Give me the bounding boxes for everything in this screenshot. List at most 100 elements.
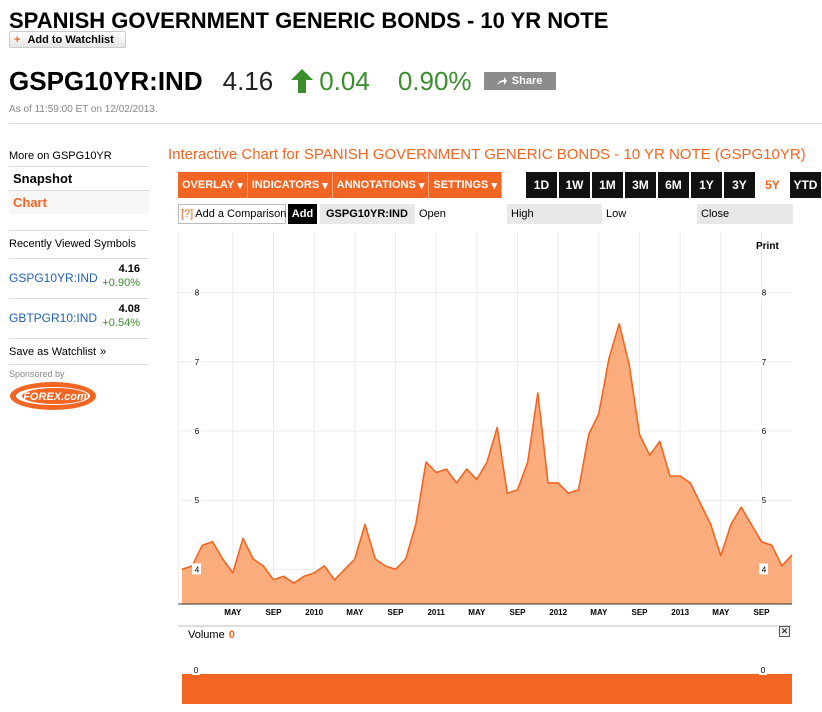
caret-down-icon: ▾ bbox=[488, 179, 497, 192]
settings-menu[interactable]: SETTINGS ▾ bbox=[429, 172, 502, 198]
comparison-placeholder: Add a Comparison bbox=[195, 208, 287, 220]
volume-label-text: Volume bbox=[188, 629, 225, 641]
volume-label: Volume 0 bbox=[188, 629, 235, 641]
save-as-watchlist-label: Save as Watchlist bbox=[9, 345, 97, 358]
range-5y-button[interactable]: 5Y bbox=[756, 172, 788, 198]
chart-toolbar: OVERLAY ▾ INDICATORS ▾ ANNOTATIONS ▾ SET… bbox=[178, 172, 821, 198]
indicators-menu[interactable]: INDICATORS ▾ bbox=[247, 172, 333, 198]
low-label: Low bbox=[606, 208, 627, 220]
y-tick-label-bg-left bbox=[192, 425, 201, 436]
watchlist-button-label: Add to Watchlist bbox=[27, 33, 114, 46]
y-tick-label-bg-left bbox=[192, 563, 201, 575]
range-ytd-button[interactable]: YTD bbox=[789, 172, 821, 198]
chart-symbol-label: GSPG10YR:IND bbox=[320, 204, 415, 224]
comparison-input[interactable]: [?] Add a Comparison bbox=[178, 204, 286, 224]
x-tick-label: SEP bbox=[265, 608, 282, 617]
y-tick-label-left: 6 bbox=[195, 427, 200, 436]
range-1d-button[interactable]: 1D bbox=[525, 172, 557, 198]
x-tick-label: 2012 bbox=[549, 608, 567, 617]
annotations-menu[interactable]: ANNOTATIONS ▾ bbox=[332, 172, 430, 198]
y-tick-label-bg-left bbox=[192, 494, 201, 506]
x-tick-label: MAY bbox=[590, 608, 608, 617]
range-6m-button[interactable]: 6M bbox=[657, 172, 689, 198]
y-tick-label-bg-left bbox=[192, 286, 201, 298]
add-to-watchlist-button[interactable]: + Add to Watchlist bbox=[9, 31, 126, 48]
save-as-watchlist-link[interactable]: Save as Watchlist » bbox=[9, 338, 149, 364]
svg-text:FOREX.com: FOREX.com bbox=[23, 391, 87, 403]
double-chevron-right-icon: » bbox=[100, 345, 107, 358]
recent-symbols-heading: Recently Viewed Symbols bbox=[9, 230, 149, 258]
price-change-percent: 0.90% bbox=[397, 65, 472, 96]
sidebar-heading: More on GSPG10YR bbox=[9, 150, 112, 162]
price-chart[interactable]: MAY SEP 2010 MAY SEP 2011 MAY SEP 2012 MAY SEP 2013… bbox=[178, 232, 800, 704]
y-tick-label-bg-right bbox=[759, 425, 768, 436]
volume-value: 0 bbox=[228, 629, 235, 641]
sidebar: More on GSPG10YR Snapshot Chart Recently… bbox=[9, 150, 149, 414]
range-3m-button[interactable]: 3M bbox=[624, 172, 656, 198]
y-tick-label-left: 4 bbox=[195, 565, 200, 574]
y-tick-label-bg-left bbox=[192, 355, 201, 367]
y-tick-label-bg-right bbox=[759, 494, 768, 506]
sidebar-item-chart[interactable]: Chart bbox=[9, 190, 149, 214]
open-label: Open bbox=[419, 208, 446, 220]
chart-panel-title: Interactive Chart for SPANISH GOVERNMENT… bbox=[168, 146, 806, 163]
x-tick-label: 2010 bbox=[305, 608, 323, 617]
x-tick-label: 2013 bbox=[671, 608, 689, 617]
x-tick-label: 2011 bbox=[427, 608, 445, 617]
last-price: 4.16 bbox=[222, 65, 274, 96]
share-button-label: Share bbox=[511, 75, 543, 87]
caret-down-icon: ▾ bbox=[415, 179, 425, 192]
recent-symbol-row: GSPG10YR:IND 4.16 +0.90% bbox=[9, 258, 149, 298]
settings-menu-label: SETTINGS bbox=[433, 179, 489, 191]
y-tick-label-right: 7 bbox=[762, 358, 767, 367]
volume-bar bbox=[182, 674, 792, 704]
sidebar-item-snapshot[interactable]: Snapshot bbox=[9, 166, 149, 190]
y-tick-label-left: 7 bbox=[195, 358, 200, 367]
chart-area[interactable]: MAY SEP 2010 MAY SEP 2011 MAY SEP 2012 MAY SEP 2013… bbox=[178, 232, 800, 704]
x-tick-label: MAY bbox=[468, 608, 486, 617]
volume-zero-bg-left bbox=[192, 664, 200, 675]
ticker-symbol: GSPG10YR:IND bbox=[9, 65, 203, 96]
chart-info-bar: [?] Add a Comparison Add GSPG10YR:IND Op… bbox=[178, 204, 793, 224]
range-3y-button[interactable]: 3Y bbox=[723, 172, 755, 198]
add-comparison-button[interactable]: Add bbox=[288, 204, 317, 224]
recent-symbol-link[interactable]: GSPG10YR:IND bbox=[9, 271, 98, 285]
recent-symbol-price: 4.08 bbox=[118, 303, 140, 315]
recent-symbol-link[interactable]: GBTPGR10:IND bbox=[9, 311, 98, 325]
caret-down-icon: ▾ bbox=[319, 179, 328, 192]
close-volume-icon[interactable]: ✕ bbox=[779, 626, 790, 637]
help-icon[interactable]: [?] bbox=[181, 208, 194, 220]
price-line bbox=[181, 322, 793, 584]
close-label: Close bbox=[697, 204, 793, 224]
y-tick-label-right: 8 bbox=[762, 289, 767, 298]
recent-symbol-price: 4.16 bbox=[118, 263, 140, 275]
x-tick-label: SEP bbox=[509, 608, 526, 617]
range-1y-button[interactable]: 1Y bbox=[690, 172, 722, 198]
indicators-menu-label: INDICATORS bbox=[251, 179, 320, 191]
range-1w-button[interactable]: 1W bbox=[558, 172, 590, 198]
y-tick-label-left: 8 bbox=[195, 289, 200, 298]
plus-icon: + bbox=[14, 33, 21, 46]
volume-zero-bg-right bbox=[759, 664, 767, 675]
as-of-timestamp: As of 11:59:00 ET on 12/02/2013. bbox=[9, 104, 158, 115]
y-tick-label-bg-right bbox=[759, 286, 768, 298]
recent-symbol-change: +0.90% bbox=[102, 277, 140, 289]
y-tick-label-bg-right bbox=[759, 563, 768, 575]
annotations-menu-label: ANNOTATIONS bbox=[336, 179, 416, 191]
forex-logo[interactable]: FOREX.com bbox=[9, 381, 97, 411]
x-tick-label: MAY bbox=[346, 608, 364, 617]
overlay-menu[interactable]: OVERLAY ▾ bbox=[178, 172, 248, 198]
range-1m-button[interactable]: 1M bbox=[591, 172, 623, 198]
overlay-menu-label: OVERLAY bbox=[182, 179, 235, 191]
price-change: 0.04 bbox=[319, 65, 370, 96]
arrow-up-icon bbox=[291, 69, 314, 93]
recent-symbol-row: GBTPGR10:IND 4.08 +0.54% bbox=[9, 298, 149, 338]
caret-down-icon: ▾ bbox=[234, 179, 243, 192]
y-tick-label-right: 4 bbox=[762, 565, 767, 574]
y-tick-label-bg-right bbox=[759, 355, 768, 367]
print-link[interactable]: Print bbox=[756, 241, 779, 252]
sponsored-by-label: Sponsored by bbox=[9, 364, 149, 379]
x-tick-label: MAY bbox=[224, 608, 242, 617]
x-tick-label: SEP bbox=[753, 608, 770, 617]
share-button[interactable]: Share bbox=[483, 72, 556, 90]
